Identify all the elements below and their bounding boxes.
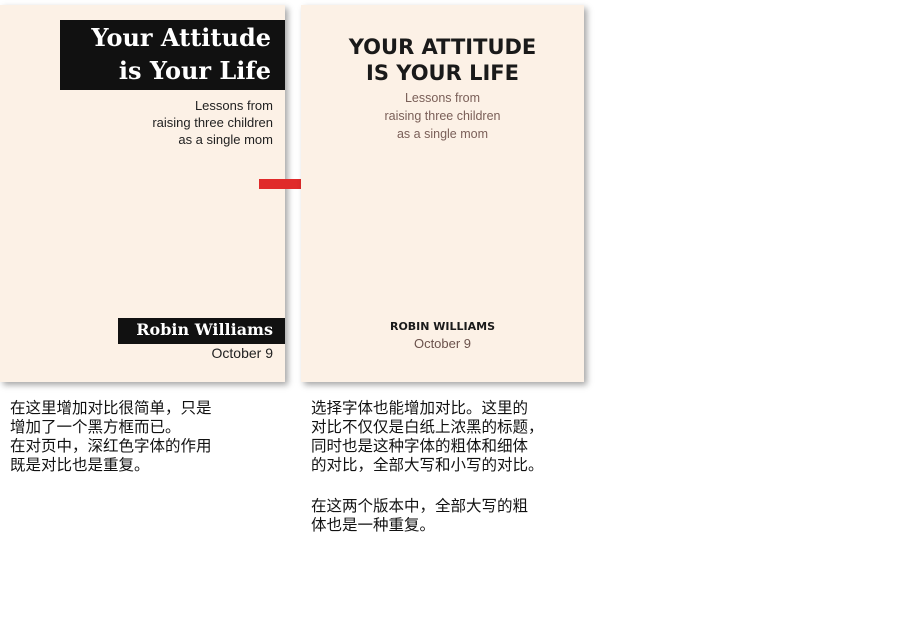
caption-line: 增加了一个黑方框而已。	[10, 418, 181, 436]
cover-author: Robin Williams	[136, 320, 273, 339]
cover-title-line-1: Your Attitude	[91, 23, 271, 52]
book-cover-left: Your Attitude is Your Life Lessons from …	[0, 5, 285, 382]
cover-subtitle-line-1: Lessons from	[194, 98, 273, 113]
caption-right-paragraph-2: 在这两个版本中，全部大写的粗 体也是一种重复。	[311, 497, 528, 535]
caption-line: 的对比，全部大写和小写的对比。	[311, 456, 544, 474]
cover-date: October 9	[413, 336, 472, 351]
cover-subtitle-line-1: Lessons from	[404, 91, 481, 105]
caption-line: 在这里增加对比很简单，只是	[10, 399, 212, 417]
cover-subtitle-line-3: as a single mom	[178, 132, 273, 147]
caption-line: 体也是一种重复。	[311, 516, 436, 534]
caption-line: 在对页中，深红色字体的作用	[10, 437, 212, 455]
caption-line: 在这两个版本中，全部大写的粗	[311, 497, 529, 515]
cover-subtitle-line-2: raising three children	[384, 109, 501, 123]
book-cover-right: YOUR ATTITUDE IS YOUR LIFE Lessons from …	[301, 5, 584, 382]
cover-subtitle-line-2: raising three children	[152, 115, 273, 130]
cover-title-line-1: YOUR ATTITUDE	[348, 35, 537, 59]
cover-author: ROBIN WILLIAMS	[389, 320, 496, 333]
title-black-box: Your Attitude is Your Life	[60, 20, 285, 90]
caption-line: 选择字体也能增加对比。这里的	[311, 399, 529, 417]
caption-line: 对比不仅仅是白纸上浓黑的标题，	[311, 418, 544, 436]
caption-right-paragraph-1: 选择字体也能增加对比。这里的 对比不仅仅是白纸上浓黑的标题， 同时也是这种字体的…	[311, 399, 544, 475]
author-black-box: Robin Williams	[118, 318, 285, 344]
caption-line: 既是对比也是重复。	[10, 456, 150, 474]
caption-left: 在这里增加对比很简单，只是 增加了一个黑方框而已。 在对页中，深红色字体的作用 …	[10, 399, 212, 475]
caption-line: 同时也是这种字体的粗体和细体	[311, 437, 529, 455]
cover-subtitle-line-3: as a single mom	[396, 127, 488, 141]
cover-title-line-2: is Your Life	[118, 56, 271, 85]
cover-date: October 9	[211, 345, 273, 361]
cover-title-line-2: IS YOUR LIFE	[366, 61, 519, 85]
